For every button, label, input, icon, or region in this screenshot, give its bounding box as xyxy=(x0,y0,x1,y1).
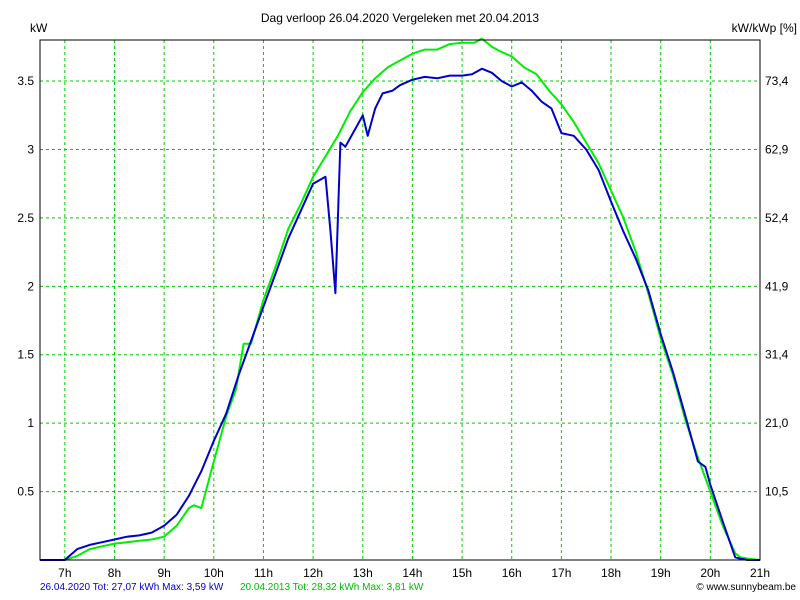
x-tick-label: 19h xyxy=(651,566,671,580)
x-tick-label: 7h xyxy=(58,566,71,580)
grid xyxy=(40,40,761,560)
x-tick-label: 11h xyxy=(254,566,273,580)
y-tick-label-right: 10,5 xyxy=(765,485,789,499)
plot-frame xyxy=(39,39,761,561)
x-tick-label: 12h xyxy=(303,566,323,580)
x-tick-label: 20h xyxy=(700,566,720,580)
x-tick-label: 16h xyxy=(502,566,522,580)
series-line-1 xyxy=(40,67,760,561)
y-axis-left-label: kW xyxy=(30,21,48,35)
y-tick-labels-left: 0.5 1 1.5 2 2.5 3 3.5 xyxy=(17,74,34,499)
y-tick-label-right: 21,0 xyxy=(765,416,789,430)
y-tick-label-left: 3.5 xyxy=(17,74,34,88)
x-tick-label: 21h xyxy=(750,566,770,580)
x-tick-label: 10h xyxy=(204,566,224,580)
y-tick-label-left: 0.5 xyxy=(17,485,34,499)
x-tick-label: 13h xyxy=(353,566,373,580)
footer-series-1: 26.04.2020 Tot: 27,07 kWh Max: 3,59 kW xyxy=(40,582,224,593)
x-tick-label: 14h xyxy=(402,566,422,580)
x-tick-label: 17h xyxy=(551,566,571,580)
x-tick-label: 18h xyxy=(601,566,621,580)
y-tick-label-right: 31,4 xyxy=(765,348,789,362)
y-tick-label-left: 2 xyxy=(27,279,34,293)
y-tick-label-left: 3 xyxy=(27,142,34,156)
y-tick-label-right: 62,9 xyxy=(765,142,789,156)
x-tick-label: 15h xyxy=(452,566,472,580)
y-axis-right-label: kW/kWp [%] xyxy=(732,21,797,35)
y-tick-label-left: 1.5 xyxy=(17,348,34,362)
series-line-2 xyxy=(40,37,761,561)
y-tick-label-left: 2.5 xyxy=(17,211,34,225)
x-tick-label: 8h xyxy=(108,566,121,580)
y-tick-label-right: 73,4 xyxy=(765,74,789,88)
y-tick-label-right: 41,9 xyxy=(765,279,789,293)
footer-series-2: 20.04.2013 Tot: 28,32 kWh Max: 3,81 kW xyxy=(240,582,424,593)
footer-credit: © www.sunnybeam.be xyxy=(696,582,796,593)
x-tick-label: 9h xyxy=(157,566,170,580)
series-lines xyxy=(40,37,761,561)
x-tick-labels: 7h 8h 9h 10h 11h 12h 13h 14h 15h 16h 17h 18h 19h 20h 2… xyxy=(58,566,770,580)
chart-title: Dag verloop 26.04.2020 Vergeleken met 20… xyxy=(261,11,540,25)
y-tick-label-left: 1 xyxy=(27,416,34,430)
y-tick-label-right: 52,4 xyxy=(765,211,789,225)
y-tick-labels-right: 10,5 21,0 31,4 41,9 52,4 62,9 73,4 xyxy=(765,74,789,499)
